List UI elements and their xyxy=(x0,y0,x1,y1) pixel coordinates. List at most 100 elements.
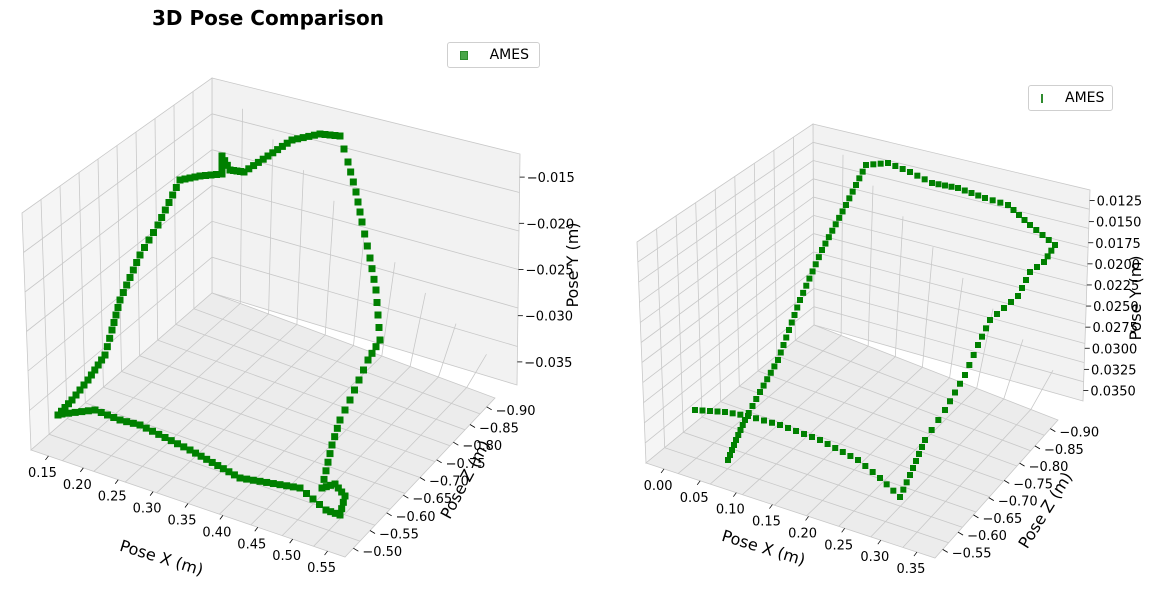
pose-point xyxy=(331,433,339,441)
pose-point xyxy=(180,443,188,451)
pose-point xyxy=(812,261,819,268)
pose-point xyxy=(133,259,141,266)
pose-point xyxy=(276,481,284,489)
pose-point xyxy=(344,158,352,166)
pose-point xyxy=(1019,285,1025,291)
pose-point xyxy=(1045,237,1052,243)
pose-point xyxy=(916,451,922,457)
x-tick-mark xyxy=(877,539,882,545)
pose-point xyxy=(753,415,759,422)
pose-point xyxy=(340,145,348,153)
pose-point xyxy=(363,242,371,250)
pose-point xyxy=(283,482,291,490)
x-tick-mark xyxy=(254,527,259,532)
pose-point xyxy=(333,424,341,432)
pose-point xyxy=(777,422,783,428)
pose-point xyxy=(1016,212,1022,218)
pose-point xyxy=(777,349,784,356)
pose-point xyxy=(327,508,335,516)
y-grid-line xyxy=(637,141,1090,263)
x-tick-mark xyxy=(114,479,119,484)
pose-point xyxy=(928,427,935,433)
x-tick-mark xyxy=(913,551,918,557)
legend-marker-icon xyxy=(460,50,468,60)
pose-point xyxy=(223,161,231,169)
pose-point xyxy=(72,391,80,399)
pose-point xyxy=(877,475,883,481)
y-tick-label: −0.035 xyxy=(524,356,572,371)
pose-point xyxy=(839,449,846,455)
pose-point xyxy=(921,176,928,183)
pose-point xyxy=(218,161,226,169)
pose-point xyxy=(207,171,215,179)
z-tick-label: −0.80 xyxy=(462,439,502,454)
pose-point xyxy=(322,467,330,475)
pose-point xyxy=(942,407,948,413)
pose-point xyxy=(349,178,357,186)
pose-point xyxy=(318,484,326,492)
pose-point xyxy=(91,366,99,374)
x-tick-mark xyxy=(45,455,49,461)
pose-point xyxy=(809,268,816,275)
pose-point xyxy=(870,161,877,168)
x-tick-label: 0.25 xyxy=(98,490,127,505)
pose-point xyxy=(733,437,739,443)
pose-point xyxy=(129,419,137,427)
pose-point xyxy=(218,170,226,178)
x-tick-mark xyxy=(732,492,737,497)
z-tick-label: −0.55 xyxy=(379,528,419,543)
pose-point xyxy=(935,181,942,188)
pose-point xyxy=(116,296,124,304)
legend-left: AMES xyxy=(447,42,540,68)
pose-point xyxy=(243,475,251,483)
pose-point xyxy=(104,411,111,419)
z-grid-line xyxy=(773,150,1031,452)
y-grid-line xyxy=(27,220,519,372)
pose-point xyxy=(101,351,109,359)
pose-point xyxy=(955,185,961,191)
pose-point xyxy=(1041,259,1047,265)
pose-point xyxy=(338,488,346,496)
pose-point xyxy=(54,411,62,419)
pose-point xyxy=(356,208,364,216)
pose-point xyxy=(108,326,116,334)
x-tick-mark xyxy=(805,516,809,521)
pose-point xyxy=(975,342,981,348)
x-tick-label: 0.35 xyxy=(896,562,925,577)
pose-point xyxy=(336,416,344,424)
pose-point xyxy=(145,236,153,244)
pose-point xyxy=(288,136,296,144)
pose-point xyxy=(110,319,118,326)
pose-point xyxy=(161,434,169,441)
pose-point xyxy=(355,376,363,384)
pose-point xyxy=(320,475,328,483)
pose-point xyxy=(71,408,79,416)
z-tick-label: −0.75 xyxy=(446,457,486,472)
pose-point xyxy=(853,182,859,188)
pose-point xyxy=(907,169,913,175)
pose-point xyxy=(797,297,803,303)
pose-point xyxy=(142,424,150,432)
z-tick-label: −0.90 xyxy=(1059,426,1099,441)
pose-point xyxy=(373,299,381,306)
pose-point xyxy=(737,427,744,433)
pose-point xyxy=(892,163,899,169)
pose-point xyxy=(368,349,376,357)
pose-point xyxy=(208,458,216,466)
y-tick-label: 0.0150 xyxy=(1096,216,1142,231)
y-grid-line xyxy=(639,178,1089,303)
pose-point xyxy=(84,376,92,384)
x-tick-label: 0.45 xyxy=(237,537,266,552)
pose-point xyxy=(942,182,948,189)
pose-point xyxy=(94,361,102,369)
pose-point xyxy=(181,175,189,183)
pose-point xyxy=(843,202,849,208)
pose-point xyxy=(862,463,869,469)
pose-point xyxy=(126,274,134,281)
x-tick-label: 0.30 xyxy=(860,550,889,565)
pose-point xyxy=(994,311,1000,317)
pose-point xyxy=(832,445,839,451)
pose-point xyxy=(707,408,713,414)
pose-point xyxy=(149,427,156,435)
pose-point xyxy=(1039,232,1046,238)
